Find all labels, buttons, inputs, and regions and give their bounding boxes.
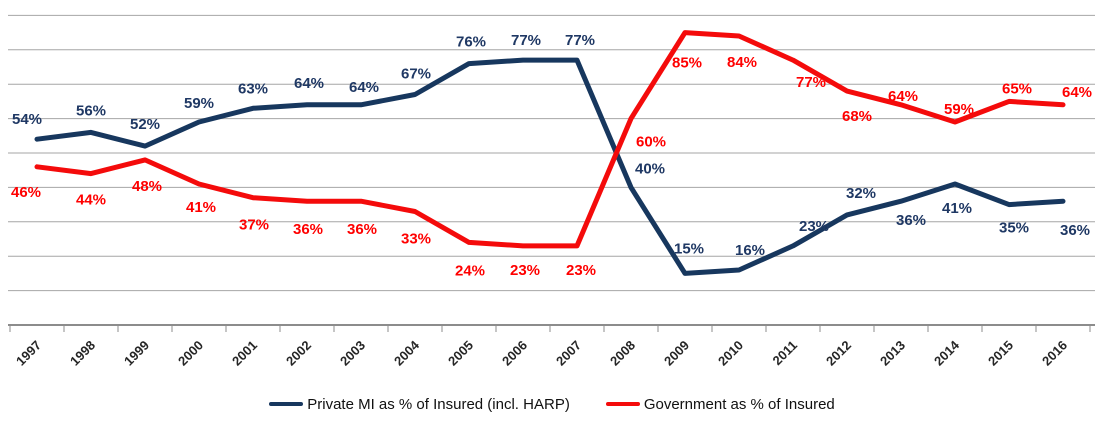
data-label: 76%: [456, 34, 486, 51]
data-label: 32%: [846, 185, 876, 202]
year-label: 2015: [985, 338, 1016, 369]
data-label: 23%: [510, 262, 540, 279]
data-label: 54%: [12, 111, 42, 128]
data-label: 59%: [184, 95, 214, 112]
data-label: 67%: [401, 66, 431, 83]
data-label: 36%: [347, 221, 377, 238]
year-label: 2003: [337, 338, 368, 369]
year-label: 1999: [121, 338, 152, 369]
data-label: 24%: [455, 262, 485, 279]
data-label: 41%: [186, 199, 216, 216]
legend-item-private-mi: Private MI as % of Insured (incl. HARP): [269, 396, 570, 413]
data-label: 77%: [565, 32, 595, 49]
data-label: 77%: [796, 74, 826, 91]
data-label: 63%: [238, 80, 268, 97]
year-label: 2007: [553, 338, 584, 369]
data-label: 64%: [294, 75, 324, 92]
year-label: 2011: [770, 338, 801, 369]
year-label: 2000: [175, 338, 206, 369]
series-line-private-mi: [34, 57, 1066, 276]
data-label: 64%: [1062, 84, 1092, 101]
year-label: 2013: [877, 338, 908, 369]
year-label: 2004: [391, 337, 423, 369]
legend-line-swatch-government: [605, 402, 640, 406]
data-label: 52%: [130, 116, 160, 133]
data-label: 64%: [888, 88, 918, 105]
data-label: 40%: [635, 160, 665, 177]
data-label: 37%: [239, 217, 269, 234]
data-label: 65%: [1002, 80, 1032, 97]
year-label: 2006: [499, 338, 530, 369]
data-label: 46%: [11, 184, 41, 201]
year-label: 1997: [13, 338, 44, 369]
year-label: 2016: [1039, 338, 1070, 369]
data-label: 33%: [401, 230, 431, 247]
data-label: 59%: [944, 101, 974, 118]
data-label: 23%: [799, 218, 829, 235]
plot-area: 1997 1998 1999 2000 2001 2002 2003 2004 2005 2006…: [8, 14, 1095, 369]
data-label: 35%: [999, 220, 1029, 237]
data-label: 41%: [942, 200, 972, 217]
year-label: 2008: [607, 338, 638, 369]
data-label: 56%: [76, 102, 106, 119]
year-label: 2010: [715, 338, 746, 369]
data-label: 64%: [349, 79, 379, 96]
data-label: 68%: [842, 108, 872, 125]
year-label: 2001: [229, 338, 260, 369]
legend-label-government: Government as % of Insured: [643, 395, 835, 413]
year-label: 2009: [661, 338, 692, 369]
data-label: 36%: [293, 221, 323, 238]
data-label: 60%: [636, 134, 666, 151]
data-label: 36%: [896, 212, 926, 229]
year-label: 2002: [283, 338, 314, 369]
data-label: 84%: [727, 54, 757, 71]
data-label: 77%: [511, 32, 541, 49]
year-label: 2012: [823, 338, 854, 369]
data-label: 85%: [672, 55, 702, 72]
year-label: 1998: [67, 338, 98, 369]
legend-label-private-mi: Private MI as % of Insured (incl. HARP): [307, 395, 570, 413]
legend-item-government: Government as % of Insured: [605, 395, 835, 413]
data-label: 23%: [566, 262, 596, 279]
year-label: 2014: [931, 337, 963, 369]
series-line-government: [34, 30, 1066, 249]
year-label: 2005: [445, 338, 476, 369]
legend-line-swatch-private-mi: [269, 402, 304, 406]
data-label: 36%: [1060, 222, 1090, 239]
data-label: 44%: [76, 192, 106, 209]
legend: Private MI as % of Insured (incl. HARP) …: [0, 385, 1104, 423]
data-label: 16%: [735, 242, 765, 259]
data-label: 48%: [132, 178, 162, 195]
data-label: 15%: [674, 240, 704, 257]
